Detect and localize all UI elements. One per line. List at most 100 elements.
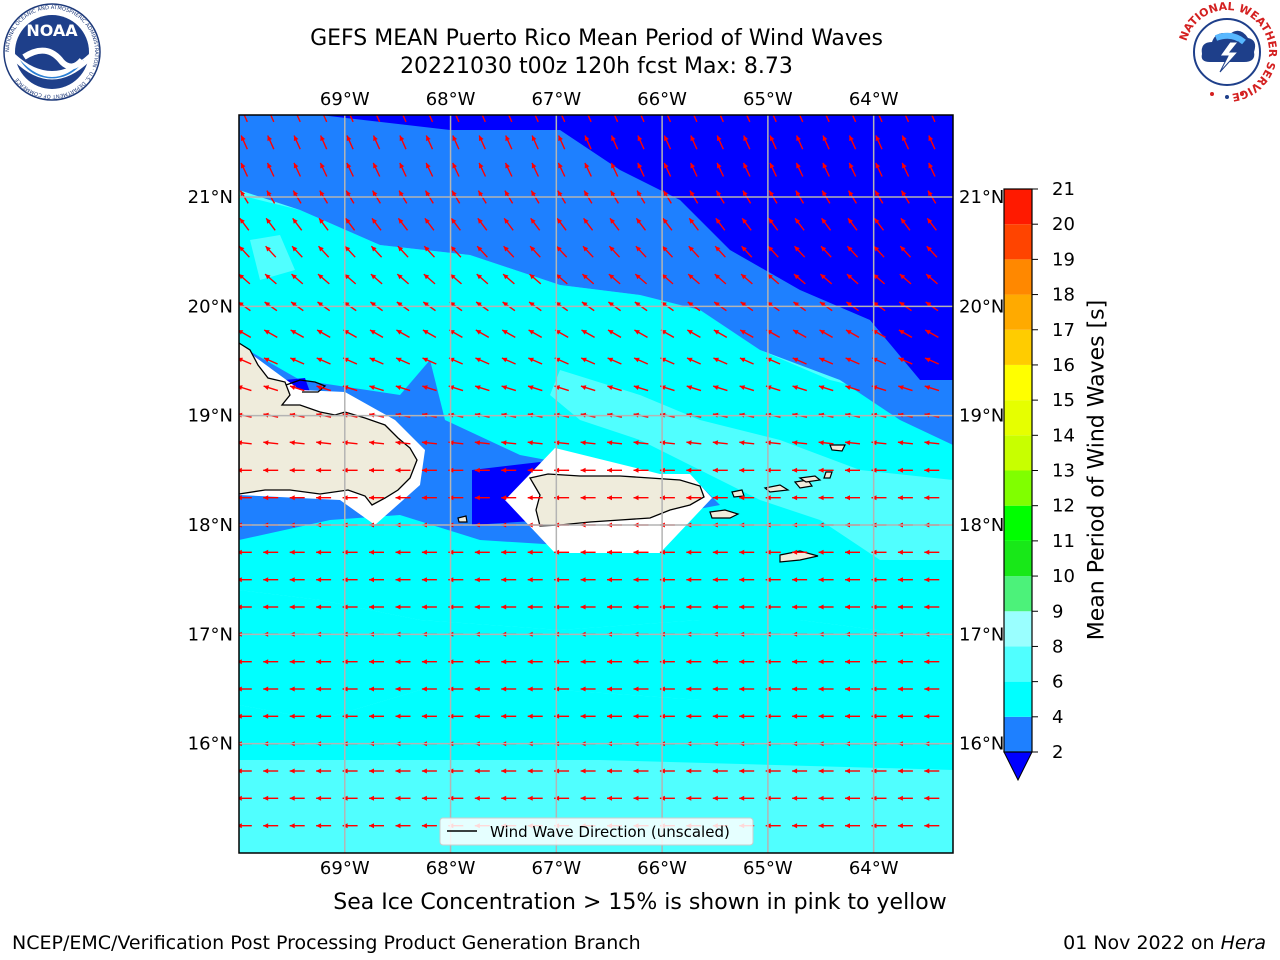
wave-arrow-head [687,357,693,363]
wave-arrow-head [316,385,322,390]
wave-arrow-head [743,162,748,169]
wave-arrow [421,768,437,774]
wave-arrow-head [372,218,377,224]
wave-arrow [319,162,328,177]
wave-arrow-head [898,330,905,335]
wave-arrow [316,795,332,801]
wave-arrow [395,385,411,392]
wave-arrow-head [266,218,272,224]
wave-arrow-head [610,190,616,197]
wave-arrow-head [848,218,853,224]
wave-arrow [845,604,860,610]
wave-arrow [531,162,540,177]
wave-arrow [421,686,437,692]
wave-arrow [846,245,859,258]
wave-arrow [792,357,807,365]
wave-arrow-head [316,577,322,583]
wave-arrow-head [425,190,431,197]
wave-arrow [527,713,543,719]
wave-arrow [263,577,279,583]
wave-arrow [924,549,940,555]
wave-arrow [501,604,517,610]
lon-tick-label-bottom: 66°W [637,858,687,879]
wave-arrow [792,467,808,473]
wave-arrow-head [291,302,297,307]
wave-arrow-head [530,218,536,224]
wave-arrow [474,549,490,555]
wave-arrow [263,823,279,829]
colorbar-tick-label: 10 [1052,566,1075,587]
wave-arrow-head [527,440,533,446]
wave-arrow [821,217,832,231]
wave-arrow-head [531,135,537,142]
wave-arrow-head [263,495,269,501]
wave-arrow [580,495,596,501]
wave-arrow-head [664,162,669,169]
wave-arrow-head [452,190,457,197]
wave-arrow [581,329,595,339]
wave-arrow-head [320,135,325,142]
wave-arrow [395,659,411,665]
wave-arrow [688,217,699,231]
wave-arrow-head [845,577,850,583]
wave-arrow [266,162,275,177]
lat-tick-label-right: 21°N [959,187,1004,208]
wave-arrow [529,245,541,258]
wave-arrow [580,385,596,392]
wave-arrow [316,385,332,392]
wave-arrow-head [769,190,774,197]
wave-arrow [421,795,437,801]
wave-arrow [739,659,755,665]
wave-arrow [402,115,407,123]
wave-arrow-head [818,768,824,774]
wave-arrow [263,659,279,665]
wave-arrow [580,357,596,365]
wave-arrow-shaft [798,115,804,123]
wave-arrow-head [611,135,616,142]
wave-arrow-head [263,659,269,665]
wave-arrow-head [423,274,430,280]
wave-arrow-shaft [878,115,883,123]
wave-arrow [395,713,411,719]
wave-arrow-head [527,577,533,583]
wave-arrow-head [846,330,852,335]
wave-arrow [739,440,755,446]
wave-arrow-head [845,686,850,692]
wave-arrow-head [395,823,401,829]
wave-arrow [792,440,808,446]
wave-arrow [872,273,886,285]
wave-arrow-shaft [719,115,724,123]
wave-arrow-head [712,495,718,501]
wave-arrow [687,273,700,285]
wave-arrow-head [607,795,612,801]
wave-arrow [690,135,698,150]
wave-arrow-head [897,577,903,583]
wave-arrow [239,245,250,258]
wave-arrow-head [822,190,827,197]
wave-arrow-head [924,604,930,610]
wave-arrow [475,329,490,339]
wave-arrow-head [739,768,745,774]
wave-arrow [369,577,384,583]
wave-arrow [793,273,806,285]
wave-arrow-head [529,274,535,280]
wave-arrow-head [924,467,930,473]
wave-arrow [316,467,332,473]
wave-arrow-head [289,577,295,583]
wave-arrow-shaft [772,115,777,123]
wave-arrow-head [421,549,427,555]
wave-arrow-head [875,162,881,169]
wave-arrow-head [739,686,745,692]
wave-arrow [583,217,594,231]
wave-arrow [395,467,411,473]
wave-arrow-head [897,795,903,801]
wave-arrow [904,115,910,123]
wave-arrow-head [421,577,427,583]
wave-arrow [316,823,332,829]
wave-arrow [663,135,672,150]
wave-arrow-head [739,604,745,610]
wave-arrow [240,162,249,177]
wave-arrow [693,115,698,123]
wave-arrow-head [316,467,322,473]
wave-arrow-head [847,246,853,252]
